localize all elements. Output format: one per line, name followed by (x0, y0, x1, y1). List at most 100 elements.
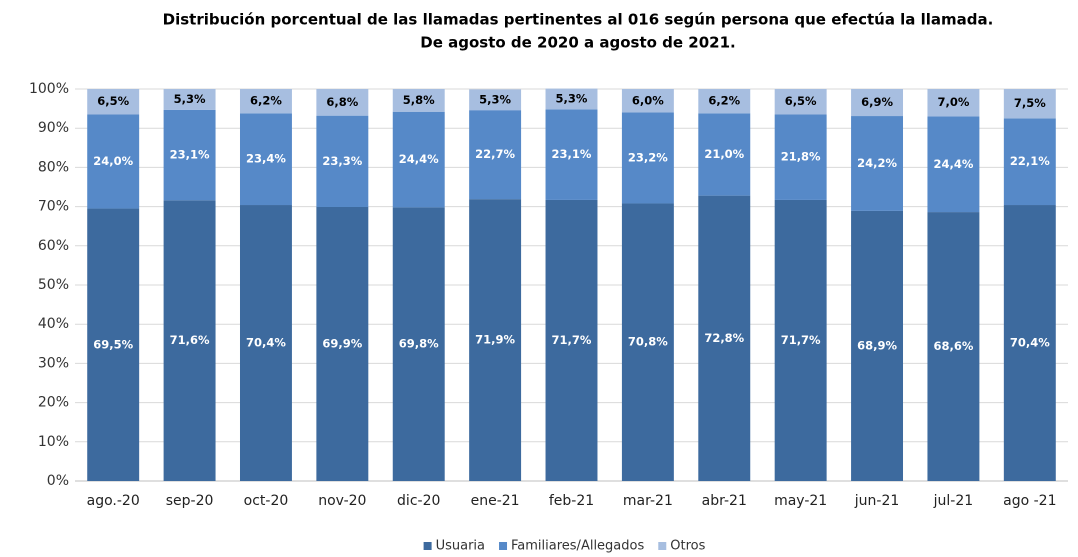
data-label: 70,8% (628, 335, 668, 349)
y-tick-label: 70% (38, 199, 69, 215)
legend-label: Otros (670, 539, 705, 554)
bar-segment (469, 199, 522, 482)
data-label: 68,6% (933, 339, 973, 353)
data-label: 6,9% (861, 95, 893, 109)
data-label: 69,9% (322, 336, 362, 350)
bar-segment (1003, 118, 1056, 206)
data-label: 6,8% (326, 95, 358, 109)
bar-segment (1003, 89, 1056, 119)
data-label: 6,2% (250, 94, 282, 108)
legend-label: Usuaria (436, 539, 485, 554)
bar-segment (163, 89, 216, 110)
y-tick-label: 50% (38, 277, 69, 293)
legend-label: Familiares/Allegados (511, 539, 644, 554)
data-label: 24,0% (93, 154, 133, 168)
y-tick-label: 10% (38, 434, 69, 450)
bar-segment (392, 89, 445, 112)
data-label: 23,3% (322, 154, 362, 168)
x-tick-label: abr-21 (702, 493, 747, 509)
x-tick-label: feb-21 (549, 493, 594, 509)
bar-segment (545, 199, 598, 481)
y-tick-label: 90% (38, 120, 69, 136)
data-label: 71,7% (552, 333, 592, 347)
data-label: 68,9% (857, 338, 897, 352)
data-label: 23,2% (628, 150, 668, 164)
bar-segment (239, 205, 292, 482)
data-label: 23,1% (552, 147, 592, 161)
bar-segment (927, 212, 980, 481)
bar-segment (316, 89, 369, 116)
y-tick-label: 0% (47, 473, 69, 489)
data-label: 24,4% (399, 152, 439, 166)
chart-title: Distribución porcentual de las llamadas … (163, 11, 994, 29)
bar-segment (621, 112, 674, 204)
bar-segment (774, 89, 827, 115)
y-tick-label: 80% (38, 159, 69, 175)
legend-swatch (658, 542, 667, 550)
data-label: 71,7% (781, 333, 821, 347)
data-label: 22,1% (1010, 154, 1050, 168)
x-tick-label: ago.-20 (87, 493, 140, 509)
bar-segment (698, 195, 751, 481)
bar-segment (545, 109, 598, 200)
data-label: 5,3% (174, 92, 206, 106)
y-tick-label: 30% (38, 355, 69, 371)
bar-segment (851, 89, 904, 117)
x-tick-label: may-21 (774, 493, 827, 509)
data-label: 7,0% (937, 95, 969, 109)
bar-segment (87, 89, 140, 115)
data-label: 22,7% (475, 147, 515, 161)
bar-segment (698, 89, 751, 114)
bar-segment (87, 208, 140, 481)
legend-swatch (499, 542, 508, 550)
data-label: 7,5% (1014, 96, 1046, 110)
data-label: 70,4% (246, 336, 286, 350)
bar-segment (1003, 205, 1056, 482)
data-label: 6,0% (632, 93, 664, 107)
y-tick-label: 40% (38, 316, 69, 332)
data-label: 6,5% (97, 94, 129, 108)
chart-subtitle: De agosto de 2020 a agosto de 2021. (420, 34, 735, 52)
bar-segment (87, 114, 140, 209)
data-label: 24,4% (933, 157, 973, 171)
bar-segment (621, 89, 674, 113)
x-tick-label: dic-20 (397, 493, 440, 509)
x-tick-label: ago -21 (1003, 493, 1056, 509)
bar-segment (621, 203, 674, 482)
x-tick-label: jul-21 (933, 493, 974, 509)
data-label: 23,1% (170, 148, 210, 162)
x-tick-label: mar-21 (623, 493, 673, 509)
data-label: 71,9% (475, 333, 515, 347)
bar-segment (239, 113, 292, 206)
data-label: 21,0% (704, 147, 744, 161)
y-tick-label: 20% (38, 395, 69, 411)
x-tick-label: ene-21 (471, 493, 520, 509)
y-tick-label: 100% (29, 81, 69, 97)
data-label: 6,5% (785, 94, 817, 108)
data-label: 69,5% (93, 337, 133, 351)
bar-segment (469, 110, 522, 200)
bar-segment (927, 89, 980, 117)
bar-segment (392, 207, 445, 481)
bar-segment (851, 116, 904, 211)
bar-segment (545, 88, 598, 110)
bar-segment (163, 200, 216, 481)
x-tick-label: jun-21 (854, 493, 900, 509)
bar-segment (851, 210, 904, 482)
bar-segment (163, 109, 216, 201)
data-label: 24,2% (857, 156, 897, 170)
data-label: 6,2% (708, 94, 740, 108)
data-label: 71,6% (170, 333, 210, 347)
data-label: 72,8% (704, 331, 744, 345)
data-label: 69,8% (399, 337, 439, 351)
data-label: 5,8% (403, 93, 435, 107)
bar-segment (239, 89, 292, 114)
data-label: 23,4% (246, 152, 286, 166)
x-tick-label: nov-20 (318, 493, 366, 509)
bar-segment (774, 114, 827, 200)
x-tick-label: sep-20 (166, 493, 214, 509)
data-label: 70,4% (1010, 336, 1050, 350)
y-tick-label: 60% (38, 238, 69, 254)
bar-segment (774, 199, 827, 481)
